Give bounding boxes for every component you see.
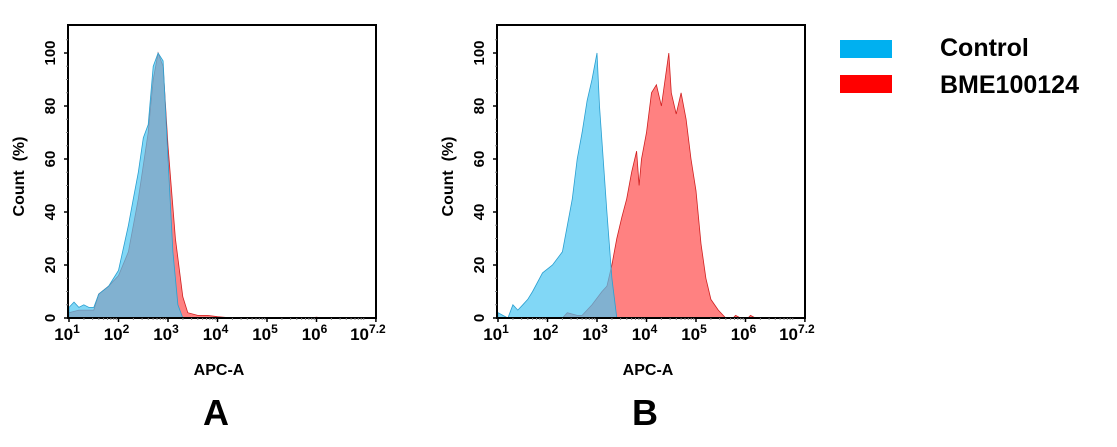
y-tick-label: 40 xyxy=(471,204,488,221)
histogram-panel-b: 0 20 40 60 80 100 101 102 103 104 105 106 107.2 APC-A… xyxy=(440,24,815,433)
y-tick-label: 20 xyxy=(42,257,59,274)
x-tick-label: 104 xyxy=(632,322,658,344)
series-bme100124-area xyxy=(68,51,322,319)
y-tick-label: 0 xyxy=(471,314,488,322)
x-tick-label: 101 xyxy=(54,322,80,344)
y-axis-label: Count (%) xyxy=(11,137,28,217)
x-axis-label: APC-A xyxy=(194,362,245,379)
y-tick-label: 80 xyxy=(471,98,488,115)
x-tick-label: 102 xyxy=(533,322,559,344)
panel-label: A xyxy=(203,392,229,433)
legend-swatch-control xyxy=(840,40,892,58)
y-tick-label: 20 xyxy=(471,257,488,274)
x-tick-label: 107.2 xyxy=(350,322,386,344)
x-tick-label: 105 xyxy=(252,322,278,344)
x-tick-label: 101 xyxy=(483,322,509,344)
y-tick-label: 100 xyxy=(42,40,59,65)
plot-frame xyxy=(496,24,806,319)
y-axis-label: Count (%) xyxy=(440,137,457,217)
y-tick-label: 0 xyxy=(42,314,59,322)
x-tick-label: 105 xyxy=(681,322,707,344)
series-control-area xyxy=(497,52,618,319)
x-tick-label: 106 xyxy=(731,322,757,344)
y-tick-label: 80 xyxy=(42,98,59,115)
y-tick-label: 60 xyxy=(42,151,59,168)
x-tick-label: 107.2 xyxy=(779,322,815,344)
x-tick-label: 103 xyxy=(153,322,179,344)
x-tick-label: 106 xyxy=(302,322,328,344)
legend-swatch-bme100124 xyxy=(840,75,892,93)
panel-label: B xyxy=(632,392,658,433)
legend: Control BME100124 xyxy=(840,34,1079,99)
series-control-area xyxy=(68,52,184,319)
x-tick-label: 103 xyxy=(582,322,608,344)
y-tick-label: 60 xyxy=(471,151,488,168)
plot-frame xyxy=(67,24,377,319)
legend-label-control: Control xyxy=(940,34,1029,62)
x-axis-label: APC-A xyxy=(623,362,674,379)
y-tick-label: 40 xyxy=(42,204,59,221)
legend-label-bme100124: BME100124 xyxy=(940,71,1079,99)
histogram-panel-a: 0 20 40 60 80 100 101 102 103 104 105 106 107.2 APC-A… xyxy=(11,24,386,433)
x-tick-label: 104 xyxy=(203,322,229,344)
y-tick-label: 100 xyxy=(471,40,488,65)
x-tick-label: 102 xyxy=(104,322,130,344)
